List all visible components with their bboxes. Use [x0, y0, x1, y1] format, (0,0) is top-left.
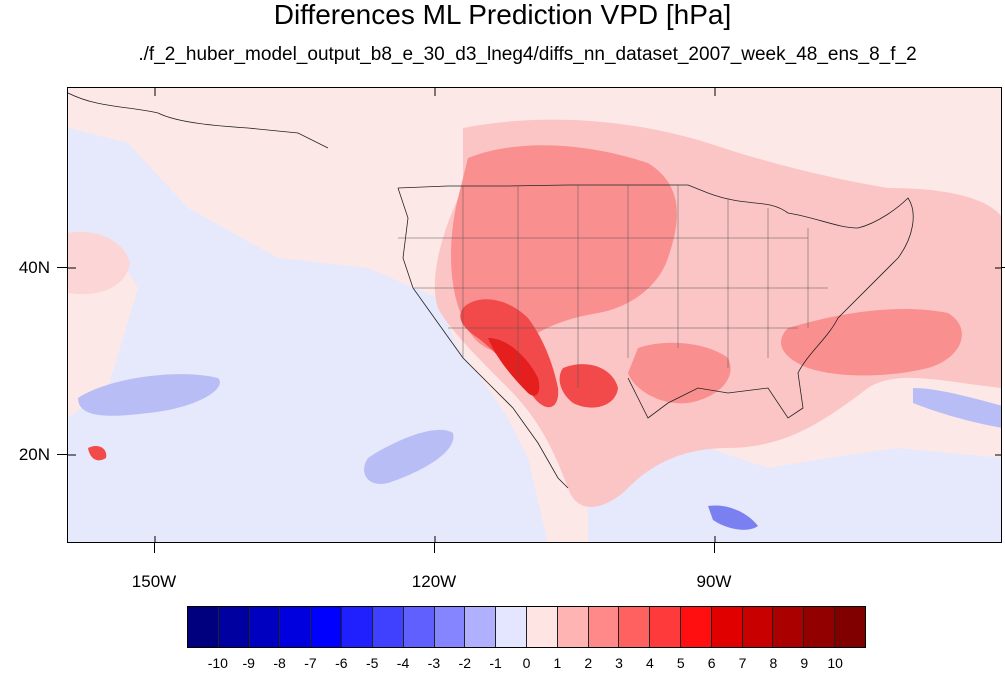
x-tick-120w	[434, 543, 435, 553]
colorbar-swatch	[280, 607, 312, 647]
lat-label-40n: 40N	[18, 258, 50, 277]
colorbar-tick-label: 4	[646, 655, 654, 671]
colorbar-swatch	[434, 607, 466, 647]
tropical-negative-region	[588, 428, 1001, 542]
colorbar-tick-label: 0	[522, 655, 531, 671]
colorbar-tick-label: -4	[396, 655, 410, 671]
lat-label-20n: 20N	[18, 445, 50, 464]
y-tick-40n	[57, 267, 67, 268]
colorbar-swatch	[742, 607, 774, 647]
mexico-strong-core	[559, 364, 618, 408]
colorbar-swatch	[711, 607, 743, 647]
colorbar-tick-label: -8	[273, 655, 286, 671]
map-title: Differences ML Prediction VPD [hPa]	[273, 0, 732, 30]
pacific-blue-patch-2	[364, 429, 454, 484]
lon-label-120w: 120W	[411, 572, 457, 591]
colorbar-swatch	[403, 607, 435, 647]
colorbar-labels: -10 -9 -8 -7 -6 -5 -4 -3 -2 -1 0 1 2 3 4 5 6 7 8 9 10	[187, 655, 866, 673]
frame-ticks	[68, 88, 1001, 542]
colorbar-swatch	[496, 607, 527, 647]
colorbar-swatch	[372, 607, 404, 647]
colorbar-tick-label: 9	[800, 655, 809, 671]
colorbar-tick-label: 3	[615, 655, 623, 671]
colorbar-tick-label: -6	[335, 655, 348, 671]
gulf-positive-core	[628, 342, 731, 404]
map-subtitle: ./f_2_huber_model_output_b8_e_30_d3_lneg…	[138, 44, 917, 65]
x-tick-150w	[154, 543, 155, 553]
colorbar-swatch	[835, 607, 865, 647]
map-canvas	[68, 88, 1001, 542]
state-borders	[398, 185, 828, 388]
colorbar-swatch	[804, 607, 836, 647]
colorbar-tick-label: 10	[827, 655, 843, 671]
colorbar	[187, 606, 866, 648]
y-tick-20n	[57, 454, 67, 455]
colorbar-tick-label: 6	[707, 655, 716, 671]
colorbar-tick-label: 2	[584, 655, 593, 671]
vpd-difference-map	[67, 87, 1002, 543]
colorbar-tick-label: -3	[427, 655, 441, 671]
colorbar-swatch	[557, 607, 589, 647]
colorbar-tick-label: 7	[738, 655, 747, 671]
colorbar-tick-label: -1	[489, 655, 502, 671]
colorbar-swatch	[773, 607, 805, 647]
colorbar-swatch	[650, 607, 681, 647]
colorbar-tick-label: 8	[769, 655, 778, 671]
colorbar-swatch	[188, 607, 219, 647]
colorbar-swatch	[465, 607, 497, 647]
lon-label-150w: 150W	[131, 572, 177, 591]
colorbar-swatch	[342, 607, 373, 647]
pacific-blue-patch-1	[78, 374, 220, 416]
colorbar-tick-label: -10	[207, 655, 228, 671]
colorbar-swatch	[681, 607, 712, 647]
atlantic-blue-patch	[913, 388, 1001, 428]
west-positive-core	[451, 145, 677, 352]
colorbar-tick-label: -7	[304, 655, 317, 671]
colorbar-swatch	[249, 607, 281, 647]
pacific-pink-patch	[68, 231, 130, 295]
colorbar-swatch	[526, 607, 558, 647]
colorbar-swatch	[311, 607, 343, 647]
colorbar-swatch	[619, 607, 651, 647]
atlantic-positive-core	[780, 308, 962, 376]
colorbar-tick-label: 1	[553, 655, 562, 671]
tropical-blue-patch	[708, 505, 758, 530]
colorbar-swatch	[588, 607, 620, 647]
colorbar-swatch	[218, 607, 250, 647]
baja-strong-core	[488, 338, 540, 396]
colorbar-tick-label: 5	[676, 655, 685, 671]
colorbar-tick-label: -9	[242, 655, 255, 671]
y-tick-40n-right	[1002, 267, 1005, 268]
hawaii-marker	[88, 446, 107, 461]
lon-label-90w: 90W	[696, 572, 732, 591]
colorbar-tick-label: -5	[365, 655, 379, 671]
colorbar-tick-label: -2	[458, 655, 471, 671]
x-tick-90w	[714, 543, 715, 553]
